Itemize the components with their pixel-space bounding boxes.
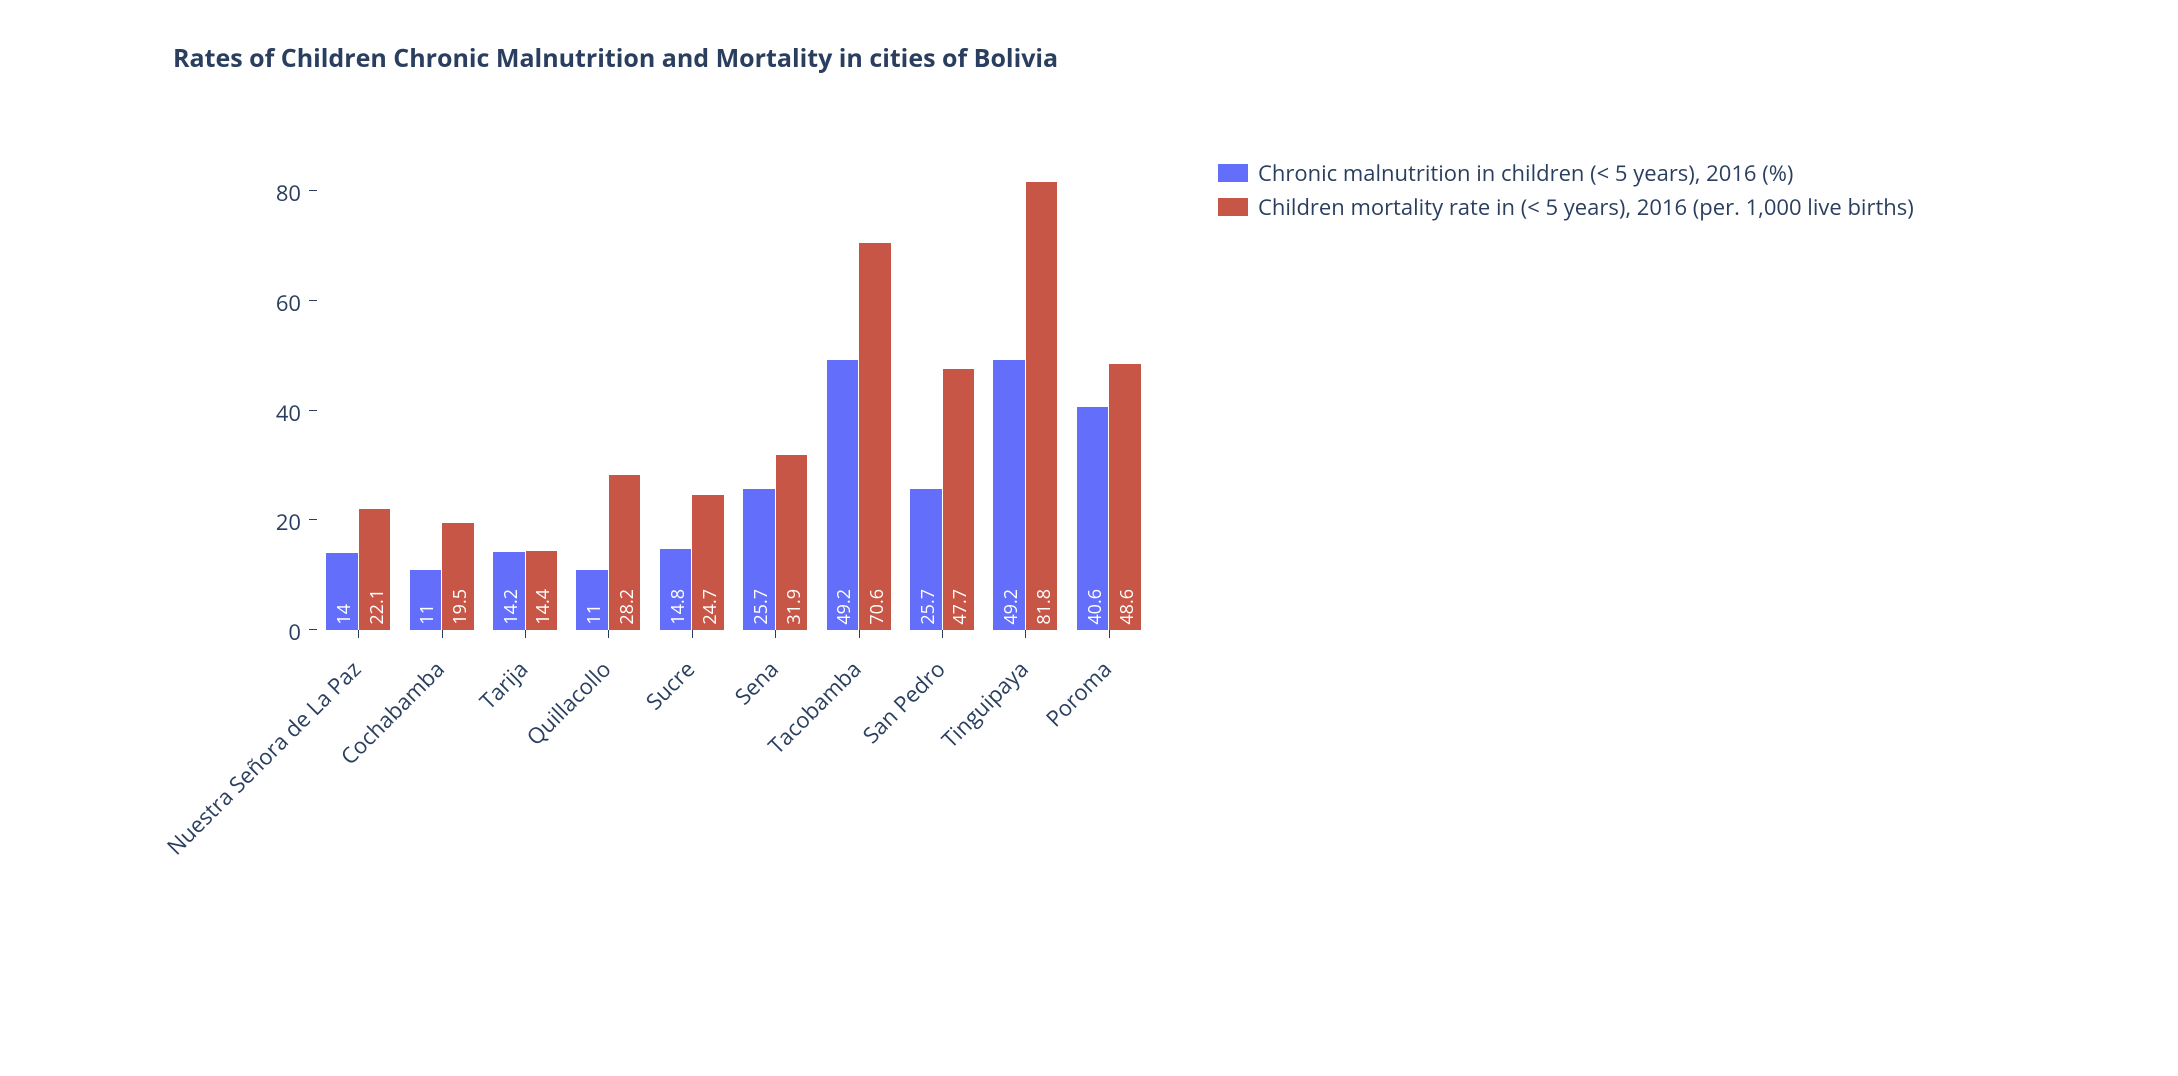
bar-value-label: 14.4	[531, 589, 555, 625]
y-tick-mark	[309, 629, 317, 630]
bar-value-label: 22.1	[365, 589, 389, 625]
bar-value-label: 25.7	[749, 589, 773, 625]
x-tick-mark	[942, 630, 943, 638]
bar-value-label: 40.6	[1083, 589, 1107, 625]
y-tick-label: 0	[241, 617, 301, 647]
x-tick-mark	[525, 630, 526, 638]
bar-value-label: 31.9	[782, 589, 806, 625]
x-tick-mark	[1025, 630, 1026, 638]
y-tick-label: 80	[241, 178, 301, 208]
y-tick-mark	[309, 410, 317, 411]
legend-swatch	[1218, 198, 1248, 216]
y-tick-mark	[309, 190, 317, 191]
x-tick-mark	[1109, 630, 1110, 638]
y-tick-label: 20	[241, 507, 301, 537]
x-tick-label: Poroma	[1039, 654, 1118, 733]
x-tick-mark	[442, 630, 443, 638]
bar-value-label: 25.7	[916, 589, 940, 625]
x-tick-label: Tarija	[473, 654, 534, 715]
legend-item[interactable]: Children mortality rate in (< 5 years), …	[1218, 192, 1914, 222]
x-tick-mark	[692, 630, 693, 638]
x-tick-label: Tinguipaya	[935, 654, 1035, 754]
bar-value-label: 28.2	[615, 589, 639, 625]
x-tick-label: Sucre	[639, 654, 701, 716]
y-tick-mark	[309, 519, 317, 520]
bar-value-label: 49.2	[832, 589, 856, 625]
bar-value-label: 11	[415, 604, 439, 625]
bar-value-label: 19.5	[448, 589, 472, 625]
chart-title: Rates of Children Chronic Malnutrition a…	[173, 41, 1058, 75]
bar-value-label: 70.6	[865, 589, 889, 625]
bar-value-label: 14.2	[499, 589, 523, 625]
legend-swatch	[1218, 164, 1248, 182]
x-tick-label: Sena	[728, 654, 785, 711]
bar-value-label: 47.7	[948, 589, 972, 625]
bar[interactable]	[1026, 182, 1058, 630]
bar-value-label: 14.8	[666, 589, 690, 625]
y-tick-label: 40	[241, 398, 301, 428]
y-tick-label: 60	[241, 288, 301, 318]
bar-value-label: 11	[582, 604, 606, 625]
x-tick-mark	[358, 630, 359, 638]
x-tick-label: Nuestra Señora de La Paz	[161, 654, 368, 861]
legend-item[interactable]: Chronic malnutrition in children (< 5 ye…	[1218, 158, 1914, 188]
x-tick-mark	[859, 630, 860, 638]
bar-value-label: 14	[332, 604, 356, 625]
x-tick-mark	[608, 630, 609, 638]
bar-value-label: 49.2	[999, 589, 1023, 625]
legend-label: Chronic malnutrition in children (< 5 ye…	[1258, 158, 1793, 188]
chart-plot-area: 0204060801422.1Nuestra Señora de La Paz1…	[317, 158, 1151, 630]
legend: Chronic malnutrition in children (< 5 ye…	[1218, 158, 1914, 226]
bar[interactable]	[859, 243, 891, 630]
legend-label: Children mortality rate in (< 5 years), …	[1258, 192, 1914, 222]
bar-value-label: 48.6	[1115, 589, 1139, 625]
bar-value-label: 24.7	[698, 589, 722, 625]
bar-value-label: 81.8	[1032, 589, 1056, 625]
x-tick-mark	[775, 630, 776, 638]
y-tick-mark	[309, 300, 317, 301]
x-tick-label: Quillacollo	[520, 654, 617, 751]
